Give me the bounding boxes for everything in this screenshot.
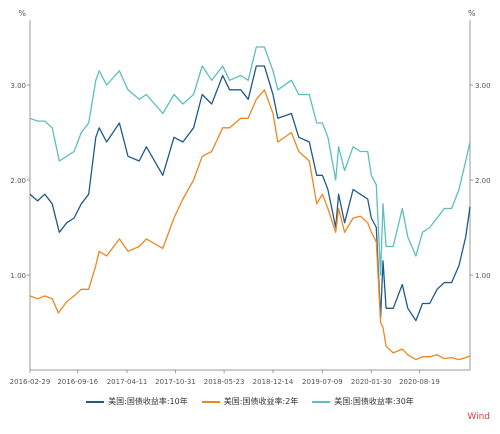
series-line-2 <box>29 46 471 276</box>
x-tick-label: 2018-12-14 <box>253 378 294 386</box>
legend-item-2y: 美国:国债收益率:2年 <box>201 396 299 407</box>
y-tick-label-left: 3.00 <box>10 82 26 90</box>
series-line-1 <box>29 89 471 361</box>
legend-item-30y: 美国:国债收益率:30年 <box>312 396 414 407</box>
y-tick-label-right: 1.00 <box>475 272 491 280</box>
legend-swatch-30y <box>312 400 331 403</box>
axis-labels: % % 1.00 1.00 2.00 2.00 3.00 3.00 2016-02-29 2016… <box>10 9 491 386</box>
series-line-0 <box>29 65 471 322</box>
legend-label-30y: 美国:国债收益率:30年 <box>334 397 414 406</box>
x-tick-label: 2019-07-09 <box>302 378 343 386</box>
x-tick-label: 2017-10-31 <box>155 378 196 386</box>
legend: 美国:国债收益率:10年 美国:国债收益率:2年 美国:国债收益率:30年 <box>0 396 500 407</box>
legend-swatch-10y <box>86 400 105 403</box>
y-tick-label-right: 3.00 <box>475 82 491 90</box>
y-tick-label-left: 2.00 <box>10 177 26 185</box>
legend-swatch-2y <box>201 400 220 403</box>
legend-item-10y: 美国:国债收益率:10年 <box>86 396 188 407</box>
x-tick-label: 2017-04-11 <box>107 378 148 386</box>
y-tick-label-right: 2.00 <box>475 177 491 185</box>
x-tick-label: 2016-02-29 <box>10 378 51 386</box>
x-tick-label: 2020-01-30 <box>351 378 392 386</box>
x-tick-label: 2016-09-16 <box>57 378 98 386</box>
y-unit-left: % <box>18 9 26 18</box>
legend-label-10y: 美国:国债收益率:10年 <box>108 397 188 406</box>
series-lines <box>29 46 471 361</box>
y-unit-right: % <box>468 9 476 18</box>
watermark: Wind <box>467 412 490 422</box>
legend-label-2y: 美国:国债收益率:2年 <box>223 397 299 406</box>
y-tick-label-left: 1.00 <box>10 272 26 280</box>
x-tick-label: 2020-08-19 <box>399 378 440 386</box>
x-tick-label: 2018-05-23 <box>204 378 245 386</box>
